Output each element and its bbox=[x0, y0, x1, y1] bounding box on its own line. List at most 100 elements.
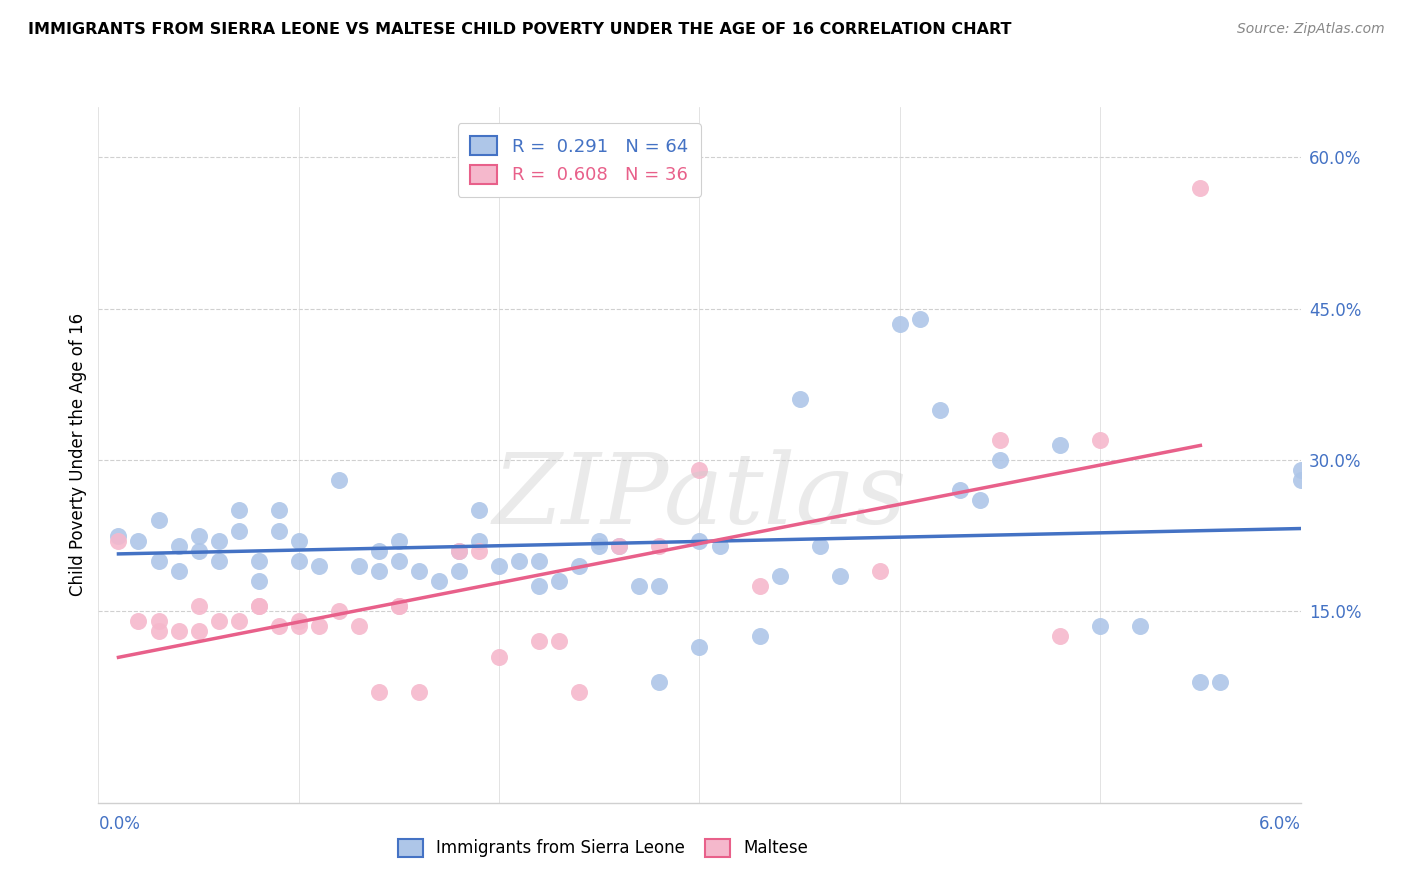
Point bbox=[167, 539, 190, 553]
Point bbox=[208, 615, 231, 629]
Point bbox=[328, 473, 350, 487]
Point bbox=[288, 554, 311, 568]
Point bbox=[328, 604, 350, 618]
Point bbox=[187, 599, 209, 614]
Point bbox=[148, 554, 170, 568]
Point bbox=[288, 619, 311, 633]
Point bbox=[969, 493, 991, 508]
Point bbox=[187, 528, 209, 542]
Point bbox=[748, 629, 770, 643]
Point bbox=[447, 543, 470, 558]
Point bbox=[308, 619, 330, 633]
Point bbox=[529, 579, 551, 593]
Point bbox=[167, 624, 190, 639]
Point bbox=[267, 524, 290, 538]
Point bbox=[128, 533, 150, 548]
Point bbox=[789, 392, 811, 407]
Point bbox=[988, 433, 1011, 447]
Point bbox=[1289, 463, 1312, 477]
Point bbox=[568, 558, 591, 573]
Point bbox=[689, 533, 711, 548]
Point bbox=[187, 543, 209, 558]
Point bbox=[368, 564, 391, 578]
Point bbox=[247, 599, 270, 614]
Point bbox=[247, 574, 270, 588]
Point bbox=[468, 533, 491, 548]
Point bbox=[588, 533, 610, 548]
Point bbox=[488, 649, 510, 664]
Point bbox=[468, 543, 491, 558]
Point bbox=[709, 539, 731, 553]
Point bbox=[929, 402, 952, 417]
Point bbox=[689, 463, 711, 477]
Point bbox=[388, 533, 411, 548]
Point bbox=[308, 558, 330, 573]
Point bbox=[468, 503, 491, 517]
Point bbox=[1189, 180, 1212, 194]
Point bbox=[148, 513, 170, 527]
Point bbox=[1289, 473, 1312, 487]
Point bbox=[288, 615, 311, 629]
Point bbox=[869, 564, 891, 578]
Point bbox=[769, 569, 792, 583]
Point bbox=[1090, 619, 1112, 633]
Point bbox=[148, 624, 170, 639]
Point bbox=[548, 634, 571, 648]
Point bbox=[808, 539, 831, 553]
Point bbox=[388, 554, 411, 568]
Point bbox=[889, 317, 911, 331]
Point bbox=[1049, 629, 1071, 643]
Point bbox=[388, 599, 411, 614]
Point bbox=[368, 543, 391, 558]
Point bbox=[408, 564, 430, 578]
Point bbox=[247, 554, 270, 568]
Point bbox=[368, 685, 391, 699]
Point bbox=[408, 685, 430, 699]
Text: Source: ZipAtlas.com: Source: ZipAtlas.com bbox=[1237, 22, 1385, 37]
Point bbox=[447, 543, 470, 558]
Point bbox=[748, 579, 770, 593]
Point bbox=[648, 579, 671, 593]
Point bbox=[609, 539, 631, 553]
Point bbox=[588, 539, 610, 553]
Point bbox=[568, 685, 591, 699]
Point bbox=[427, 574, 450, 588]
Point bbox=[388, 599, 411, 614]
Point bbox=[347, 558, 370, 573]
Point bbox=[347, 619, 370, 633]
Point bbox=[529, 554, 551, 568]
Point bbox=[228, 615, 250, 629]
Point bbox=[208, 533, 231, 548]
Point bbox=[529, 634, 551, 648]
Point bbox=[208, 554, 231, 568]
Point bbox=[988, 453, 1011, 467]
Point bbox=[828, 569, 851, 583]
Point bbox=[447, 564, 470, 578]
Point bbox=[1049, 438, 1071, 452]
Point bbox=[508, 554, 530, 568]
Point bbox=[1209, 674, 1232, 689]
Point bbox=[288, 533, 311, 548]
Point bbox=[107, 528, 129, 542]
Point bbox=[648, 539, 671, 553]
Text: ZIPatlas: ZIPatlas bbox=[492, 449, 907, 544]
Point bbox=[609, 539, 631, 553]
Point bbox=[228, 503, 250, 517]
Point bbox=[167, 564, 190, 578]
Point bbox=[1189, 674, 1212, 689]
Text: 6.0%: 6.0% bbox=[1258, 815, 1301, 833]
Legend: Immigrants from Sierra Leone, Maltese: Immigrants from Sierra Leone, Maltese bbox=[391, 832, 815, 864]
Point bbox=[187, 624, 209, 639]
Y-axis label: Child Poverty Under the Age of 16: Child Poverty Under the Age of 16 bbox=[69, 313, 87, 597]
Point bbox=[128, 615, 150, 629]
Point bbox=[908, 311, 931, 326]
Point bbox=[548, 574, 571, 588]
Point bbox=[107, 533, 129, 548]
Point bbox=[648, 674, 671, 689]
Point bbox=[689, 640, 711, 654]
Point bbox=[267, 619, 290, 633]
Point bbox=[267, 503, 290, 517]
Point bbox=[1090, 433, 1112, 447]
Text: IMMIGRANTS FROM SIERRA LEONE VS MALTESE CHILD POVERTY UNDER THE AGE OF 16 CORREL: IMMIGRANTS FROM SIERRA LEONE VS MALTESE … bbox=[28, 22, 1012, 37]
Text: 0.0%: 0.0% bbox=[98, 815, 141, 833]
